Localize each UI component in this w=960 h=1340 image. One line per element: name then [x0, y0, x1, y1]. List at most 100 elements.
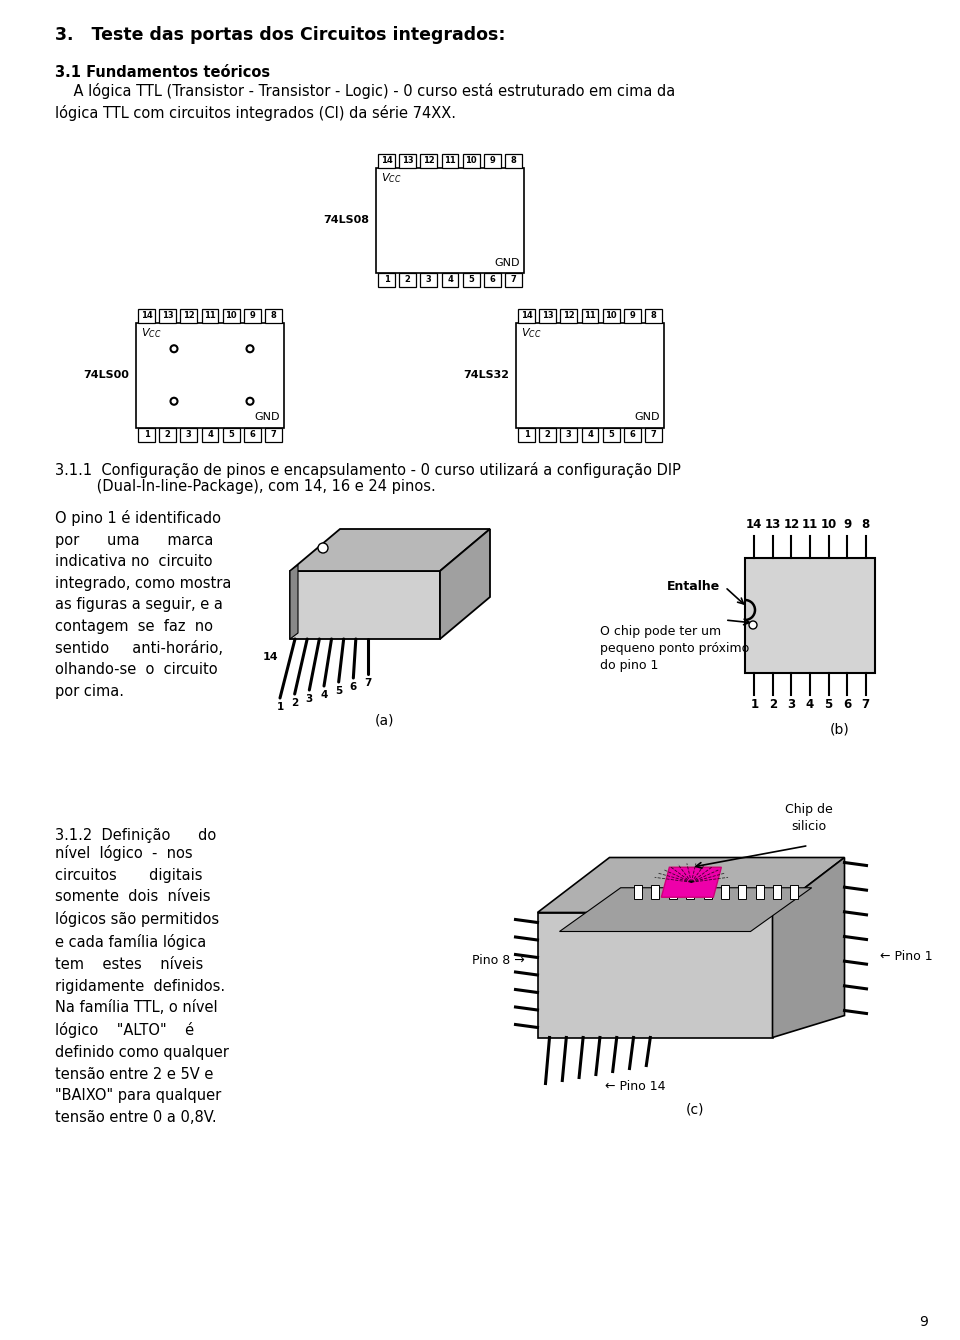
Text: Pino 8 →: Pino 8 → — [472, 954, 525, 966]
Text: 9: 9 — [919, 1315, 928, 1329]
Polygon shape — [634, 884, 642, 899]
Text: $V_{CC}$: $V_{CC}$ — [381, 172, 401, 185]
Text: (Dual-In-line-Package), com 14, 16 e 24 pinos.: (Dual-In-line-Package), com 14, 16 e 24 … — [55, 478, 436, 494]
Text: 2: 2 — [165, 430, 171, 440]
Text: 14: 14 — [381, 155, 393, 165]
Text: 1: 1 — [750, 698, 758, 712]
Text: 14: 14 — [746, 519, 762, 532]
Bar — [561, 308, 577, 323]
Text: 3: 3 — [787, 698, 796, 712]
Bar — [378, 154, 395, 168]
Polygon shape — [738, 884, 746, 899]
Text: 3: 3 — [566, 430, 572, 440]
Polygon shape — [669, 884, 677, 899]
Bar — [376, 168, 524, 272]
Bar — [420, 272, 438, 287]
Bar — [484, 154, 501, 168]
Text: A lógica TTL (Transistor - Transistor - Logic) - 0 curso está estruturado em cim: A lógica TTL (Transistor - Transistor - … — [55, 83, 675, 121]
Text: 8: 8 — [271, 311, 276, 320]
Text: 11: 11 — [584, 311, 596, 320]
Text: 6: 6 — [843, 698, 852, 712]
Text: 12: 12 — [183, 311, 195, 320]
Text: 4: 4 — [588, 430, 593, 440]
Text: 5: 5 — [468, 275, 474, 284]
Bar — [603, 308, 619, 323]
Text: 2: 2 — [405, 275, 411, 284]
Text: 6: 6 — [250, 430, 255, 440]
Text: 7: 7 — [511, 275, 516, 284]
Circle shape — [749, 620, 757, 628]
Text: 9: 9 — [843, 519, 852, 532]
Text: 12: 12 — [563, 311, 575, 320]
Bar — [223, 308, 240, 323]
Polygon shape — [538, 913, 773, 1037]
Text: 13: 13 — [162, 311, 174, 320]
Text: 14: 14 — [520, 311, 533, 320]
Text: 2: 2 — [769, 698, 777, 712]
Text: GND: GND — [494, 257, 520, 268]
Text: 9: 9 — [250, 311, 255, 320]
Text: 4: 4 — [805, 698, 814, 712]
Text: (c): (c) — [685, 1103, 705, 1116]
Bar — [399, 272, 417, 287]
Text: 4: 4 — [207, 430, 213, 440]
Bar — [582, 427, 598, 441]
Bar — [223, 427, 240, 441]
Polygon shape — [652, 884, 660, 899]
Text: 6: 6 — [490, 275, 495, 284]
Text: 3: 3 — [186, 430, 192, 440]
Bar — [582, 308, 598, 323]
Polygon shape — [790, 884, 799, 899]
Polygon shape — [661, 867, 721, 898]
Text: 12: 12 — [783, 519, 800, 532]
Bar — [484, 272, 501, 287]
Text: 11: 11 — [204, 311, 216, 320]
Text: 5: 5 — [825, 698, 832, 712]
Bar — [561, 427, 577, 441]
Text: 74LS08: 74LS08 — [323, 214, 369, 225]
Bar — [624, 308, 640, 323]
Bar — [138, 427, 155, 441]
Text: 10: 10 — [226, 311, 237, 320]
Circle shape — [318, 543, 328, 553]
Text: 1: 1 — [144, 430, 150, 440]
Bar — [442, 272, 459, 287]
Bar — [202, 308, 219, 323]
Circle shape — [171, 346, 178, 352]
Bar — [745, 557, 875, 673]
Bar — [518, 308, 535, 323]
Bar — [265, 427, 282, 441]
Text: (a): (a) — [375, 714, 395, 728]
Text: 5: 5 — [335, 686, 343, 695]
Text: (b): (b) — [830, 722, 850, 737]
Polygon shape — [721, 884, 729, 899]
Bar — [399, 154, 417, 168]
Text: 5: 5 — [228, 430, 234, 440]
Bar — [180, 308, 198, 323]
Text: 7: 7 — [651, 430, 657, 440]
Bar — [420, 154, 438, 168]
Text: 2: 2 — [544, 430, 551, 440]
Text: 1: 1 — [523, 430, 530, 440]
Circle shape — [247, 398, 253, 405]
Text: 10: 10 — [821, 519, 837, 532]
Text: O chip pode ter um
pequeno ponto próximo
do pino 1: O chip pode ter um pequeno ponto próximo… — [600, 624, 749, 671]
Text: 2: 2 — [291, 698, 299, 708]
Polygon shape — [773, 858, 845, 1037]
Text: 12: 12 — [423, 155, 435, 165]
Text: 5: 5 — [609, 430, 614, 440]
Bar — [159, 308, 177, 323]
Circle shape — [171, 398, 178, 405]
Bar — [505, 154, 522, 168]
Bar — [159, 427, 177, 441]
Text: 3: 3 — [426, 275, 432, 284]
Text: GND: GND — [254, 413, 280, 422]
Bar — [244, 427, 261, 441]
Text: 11: 11 — [444, 155, 456, 165]
Bar — [138, 308, 155, 323]
Bar — [463, 154, 480, 168]
Text: 3: 3 — [305, 694, 313, 704]
Bar — [540, 308, 556, 323]
Text: nível  lógico  -  nos
circuitos       digitais
somente  dois  níveis
lógicos são: nível lógico - nos circuitos digitais so… — [55, 846, 228, 1124]
Polygon shape — [756, 884, 763, 899]
